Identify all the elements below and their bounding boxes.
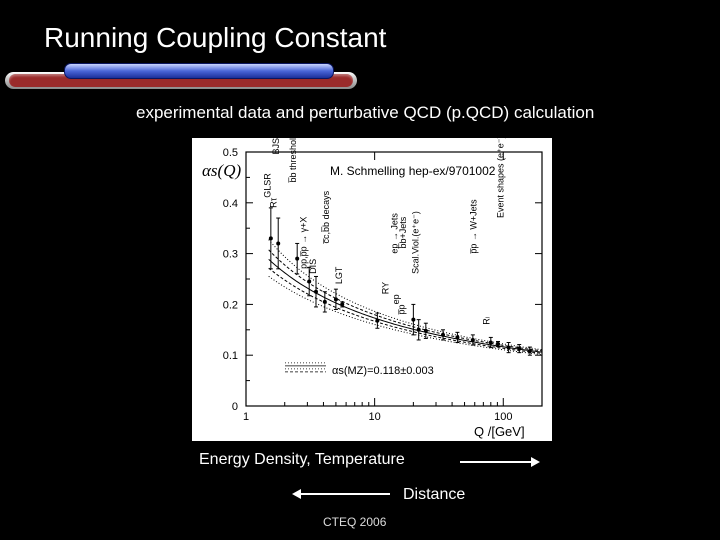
data-point	[411, 317, 416, 322]
y-tick-label: 0.3	[223, 249, 238, 261]
title-underline-accent	[64, 63, 334, 79]
right-arrow-icon	[460, 457, 540, 467]
data-point	[416, 327, 421, 332]
chart-annotation: M. Schmelling hep-ex/9701002	[330, 164, 496, 178]
y-axis-label: αs(Q)	[202, 161, 241, 180]
x-tick-label: 10	[369, 411, 381, 423]
data-point	[340, 302, 345, 307]
data-point	[470, 337, 475, 342]
data-point	[506, 345, 511, 350]
process-label: DIS	[308, 259, 318, 274]
process-label: ep → Jets	[389, 213, 399, 254]
left-arrow-icon	[292, 489, 390, 499]
process-label: Event shapes (e⁺e⁻)	[495, 138, 505, 218]
process-label: c̅c,b̅b decays	[321, 190, 331, 244]
data-point	[333, 297, 338, 302]
legend-text: αs(MZ)=0.118±0.003	[332, 365, 434, 377]
pqcd-curve-lower	[268, 267, 543, 354]
data-point	[375, 318, 380, 323]
alpha-s-plot: 0 0.1 0.2 0.3 0.4 0.5 1 10 100 BJSR GLSR Rτ b̅b thr…	[192, 138, 552, 441]
process-label: b̅b+Jets	[398, 216, 408, 249]
y-tick-label: 0.1	[223, 350, 238, 362]
data-point	[322, 299, 327, 304]
process-label: ep	[391, 294, 401, 304]
distance-label: Distance	[403, 486, 466, 503]
y-tick-label: 0.4	[223, 198, 238, 210]
process-label: pp,p̅p → γ+X	[298, 217, 308, 269]
process-label: Rτ	[268, 197, 278, 207]
process-label: p̅p → W+Jets	[469, 199, 479, 254]
data-point	[268, 236, 273, 241]
data-point	[455, 335, 460, 340]
process-label: Rₗ	[481, 316, 491, 324]
process-label: b̅b threshold	[288, 138, 298, 183]
x-axis-label: Q /[GeV]	[474, 424, 525, 439]
data-point	[488, 340, 493, 345]
process-label: p̅p	[396, 305, 406, 315]
pqcd-curve-upper-outer	[268, 239, 543, 351]
data-point	[307, 279, 312, 284]
x-tick-label: 100	[494, 411, 512, 423]
data-point	[313, 289, 318, 294]
y-tick-label: 0.2	[223, 299, 238, 311]
process-label: GLSR	[262, 173, 272, 198]
data-point	[276, 241, 281, 246]
process-label: Scal.Viol.(e⁺e⁻)	[411, 211, 421, 274]
footer-text: CTEQ 2006	[323, 515, 387, 529]
x-tick-label: 1	[243, 411, 249, 423]
process-label: RY	[380, 282, 390, 294]
data-point	[496, 342, 501, 347]
data-point	[295, 256, 300, 261]
process-label: LGT	[334, 266, 344, 284]
slide-subtitle: experimental data and perturbative QCD (…	[136, 103, 595, 122]
data-point	[441, 332, 446, 337]
y-tick-label: 0	[232, 401, 238, 413]
data-point	[423, 328, 428, 333]
data-point	[517, 346, 522, 351]
y-tick-label: 0.5	[223, 147, 238, 159]
slide-title: Running Coupling Constant	[44, 22, 387, 53]
data-point	[527, 349, 532, 354]
energy-density-label: Energy Density, Temperature	[199, 451, 405, 468]
process-label: BJSR	[271, 138, 281, 155]
